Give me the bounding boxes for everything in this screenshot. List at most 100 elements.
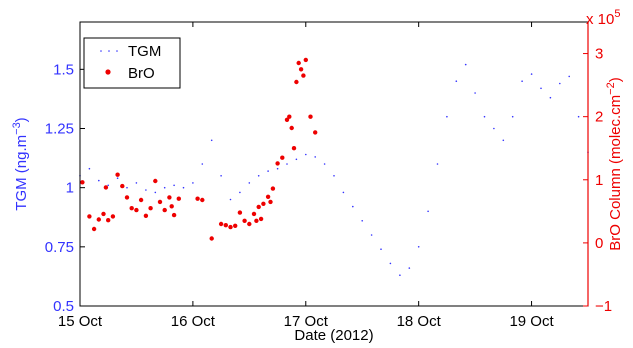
- tgm-point: [314, 156, 317, 158]
- bro-point: [171, 212, 177, 218]
- bro-point: [195, 196, 200, 201]
- tgm-point: [352, 205, 354, 208]
- tgm-point: [116, 177, 119, 179]
- bro-point: [265, 194, 271, 199]
- bro-point: [301, 73, 306, 78]
- tgm-point: [182, 186, 185, 189]
- right-y-tick-label: −1: [595, 298, 612, 315]
- bro-point: [289, 125, 294, 131]
- bro-point: [268, 199, 273, 205]
- bro-point: [254, 218, 259, 223]
- bro-point: [148, 206, 153, 211]
- tgm-point: [474, 92, 476, 94]
- legend: TGM BrO: [83, 37, 181, 89]
- tgm-point: [483, 115, 486, 118]
- left-y-tick-label: 1: [66, 180, 74, 197]
- bro-point: [256, 204, 261, 210]
- tgm-point: [276, 167, 279, 170]
- bro-point: [91, 226, 97, 232]
- left-y-tick-label: 0.75: [45, 239, 74, 256]
- x-tick-label: 17 Oct: [284, 313, 329, 330]
- tgm-point: [436, 163, 439, 165]
- legend-marker-tgm: [100, 50, 118, 52]
- tgm-point: [323, 163, 326, 165]
- tgm-point: [88, 167, 91, 170]
- bro-point: [233, 223, 238, 228]
- tgm-point: [248, 182, 251, 184]
- bro-point: [218, 221, 224, 227]
- right-axis-multiplier-base: x 10: [586, 11, 614, 28]
- left-y-axis: 0.5 0.75 1 1.25 1.5: [45, 61, 85, 315]
- right-axis-multiplier-exp: 5: [614, 8, 620, 20]
- tgm-point: [568, 75, 570, 78]
- tgm-point: [239, 191, 241, 194]
- tgm-point: [295, 158, 298, 161]
- x-tick-label: 18 Oct: [397, 313, 442, 330]
- tgm-point: [98, 179, 100, 182]
- bro-point: [162, 207, 167, 213]
- bro-point: [80, 180, 85, 185]
- tgm-point: [408, 267, 411, 269]
- right-axis-multiplier: x 105: [586, 8, 620, 28]
- tgm-point: [389, 262, 392, 265]
- left-y-tick-label: 1.5: [53, 61, 74, 78]
- bro-point: [129, 206, 134, 211]
- legend-box: [83, 37, 181, 89]
- tgm-point: [464, 63, 467, 66]
- x-axis: 15 Oct 16 Oct 17 Oct 18 Oct 19 Oct: [58, 22, 554, 330]
- bro-point: [138, 197, 144, 203]
- bro-point: [134, 207, 139, 213]
- bro-point: [103, 185, 109, 190]
- tgm-point: [521, 80, 523, 82]
- bro-point: [237, 210, 243, 215]
- right-y-tick-label: 1: [595, 172, 603, 189]
- tgm-point: [502, 139, 505, 142]
- right-y-axis-label-main: BrO Column (molec.cm: [607, 95, 624, 251]
- bro-point: [176, 196, 181, 201]
- bro-point: [200, 197, 205, 203]
- tgm-point: [145, 189, 147, 191]
- bro-point: [110, 214, 116, 219]
- bro-point: [101, 211, 106, 217]
- bro-point: [308, 114, 313, 119]
- tgm-point: [446, 115, 448, 118]
- right-y-axis-label: BrO Column (molec.cm−2): [605, 77, 624, 250]
- bro-point: [223, 223, 228, 228]
- bro-point: [115, 172, 120, 177]
- bro-point: [167, 195, 172, 200]
- tgm-point: [229, 198, 232, 201]
- legend-label-bro: BrO: [128, 65, 155, 82]
- legend-label-tgm: TGM: [128, 43, 161, 60]
- tgm-point: [399, 274, 401, 277]
- legend-marker-tgm-dot: [100, 50, 102, 52]
- bro-point: [209, 236, 214, 241]
- bro-point: [96, 217, 102, 222]
- bro-point: [291, 146, 297, 151]
- tgm-point: [192, 182, 194, 184]
- bro-point: [294, 79, 299, 85]
- x-tick-label: 16 Oct: [171, 313, 216, 330]
- tgm-point: [210, 139, 213, 142]
- bro-point: [120, 183, 125, 189]
- x-tick-label: 19 Oct: [509, 313, 554, 330]
- right-y-axis-label-sup: −2: [605, 82, 617, 95]
- bro-point: [124, 195, 130, 200]
- tgm-point: [549, 96, 552, 99]
- tgm-point: [530, 73, 533, 75]
- tgm-point: [126, 186, 128, 189]
- tgm-series: [79, 63, 589, 277]
- bro-point: [247, 221, 252, 227]
- x-axis-label: Date (2012): [294, 327, 373, 344]
- x-tick-label: 15 Oct: [58, 313, 103, 330]
- bro-point: [87, 214, 92, 219]
- legend-marker-tgm-dot: [108, 50, 110, 52]
- bro-point: [106, 218, 111, 223]
- tgm-point: [417, 246, 420, 248]
- tgm-point: [305, 153, 307, 156]
- left-y-tick-label: 1.25: [45, 121, 74, 138]
- tgm-point: [455, 80, 458, 82]
- tgm-point: [559, 82, 561, 85]
- tgm-point: [540, 87, 542, 90]
- bro-point: [153, 178, 158, 184]
